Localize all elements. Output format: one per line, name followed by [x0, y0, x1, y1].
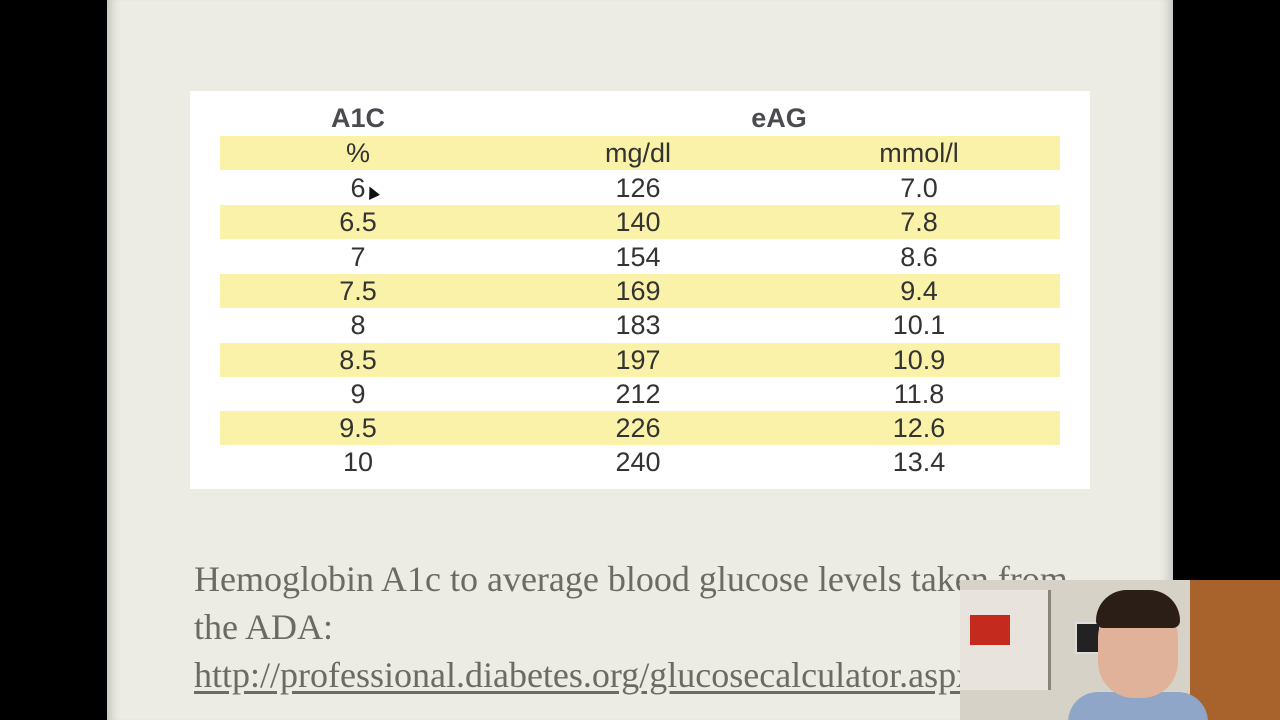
unit-mmol: mmol/l — [879, 138, 959, 168]
cell-mmol: 13.4 — [892, 447, 946, 478]
cell-a1c: 8.5 — [339, 344, 377, 375]
cell-a1c: 9 — [350, 378, 366, 409]
cell-a1c: 6.5 — [339, 207, 377, 238]
cell-a1c: 9.5 — [339, 413, 377, 444]
cell-mgdl: 240 — [615, 447, 661, 478]
cell-mmol: 12.6 — [892, 413, 946, 444]
cell-mgdl: 140 — [615, 207, 661, 238]
table-row: 6.5 140 7.8 — [220, 205, 1060, 240]
door — [1190, 580, 1280, 720]
a1c-eag-table: A1C eAG % mg/dl mmol/l 6 126 7.0 6.5 140 7.8 7… — [190, 91, 1090, 489]
cell-mmol: 10.1 — [892, 310, 946, 341]
cell-mgdl: 212 — [615, 378, 661, 409]
table-row: 10 240 13.4 — [220, 445, 1060, 479]
header-a1c: A1C — [330, 103, 386, 133]
cell-a1c: 7 — [350, 241, 366, 272]
table-row: 8 183 10.1 — [220, 308, 1060, 342]
cell-mgdl: 154 — [615, 241, 661, 272]
cell-mgdl: 183 — [615, 310, 661, 341]
cell-a1c: 10 — [342, 447, 374, 478]
cell-mgdl: 226 — [615, 413, 661, 444]
caption-text: Hemoglobin A1c to average blood glucose … — [194, 559, 1068, 647]
table-row: 9.5 226 12.6 — [220, 411, 1060, 446]
table-header-row: A1C eAG — [220, 101, 1060, 135]
cell-mmol: 9.4 — [900, 275, 938, 306]
table-row: 9 212 11.8 — [220, 377, 1060, 411]
table-row: 7.5 169 9.4 — [220, 273, 1060, 308]
cell-a1c: 7.5 — [339, 275, 377, 306]
cell-a1c: 6 — [350, 173, 366, 203]
header-eag: eAG — [751, 103, 807, 133]
table-row: 7 154 8.6 — [220, 240, 1060, 274]
cell-mmol: 8.6 — [900, 241, 938, 272]
cell-mgdl: 197 — [615, 344, 661, 375]
table-row: 8.5 197 10.9 — [220, 342, 1060, 377]
cell-mmol: 10.9 — [892, 344, 946, 375]
cell-mgdl: 169 — [615, 275, 661, 306]
slide: A1C eAG % mg/dl mmol/l 6 126 7.0 6.5 140 7.8 7… — [107, 0, 1173, 720]
table-units-row: % mg/dl mmol/l — [220, 136, 1060, 170]
unit-percent: % — [345, 138, 371, 168]
cell-mmol: 7.0 — [900, 173, 938, 203]
ada-link[interactable]: http://professional.diabetes.org/glucose… — [194, 655, 975, 695]
webcam-overlay — [960, 580, 1280, 720]
cell-mmol: 7.8 — [900, 207, 938, 238]
unit-mgdl: mg/dl — [604, 138, 672, 168]
table-row: 6 126 7.0 — [220, 171, 1060, 205]
cell-mmol: 11.8 — [893, 378, 945, 409]
cell-a1c: 8 — [350, 310, 366, 341]
slide-caption: Hemoglobin A1c to average blood glucose … — [194, 555, 1094, 699]
cell-mgdl: 126 — [615, 173, 661, 203]
